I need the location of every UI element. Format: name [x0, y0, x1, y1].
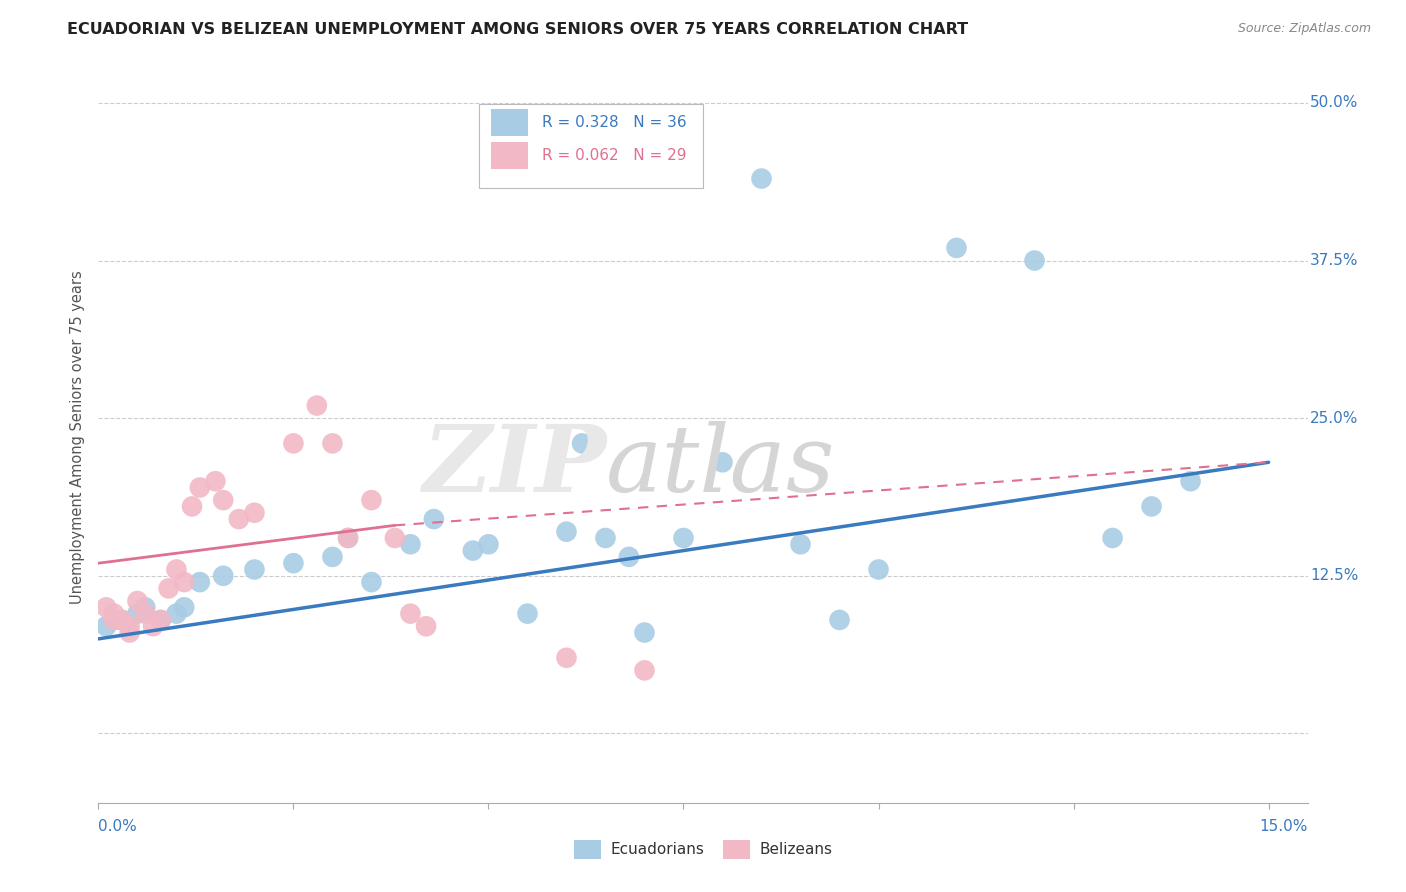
- FancyBboxPatch shape: [492, 142, 527, 169]
- Point: [111, 613, 134, 627]
- Point: [127, 607, 149, 621]
- Point: [127, 594, 149, 608]
- Point: [415, 619, 437, 633]
- Point: [173, 575, 195, 590]
- Point: [165, 607, 187, 621]
- Point: [142, 619, 165, 633]
- Point: [1101, 531, 1123, 545]
- Point: [828, 613, 851, 627]
- Text: 50.0%: 50.0%: [1310, 95, 1358, 111]
- Point: [204, 474, 226, 488]
- Text: 15.0%: 15.0%: [1260, 819, 1308, 834]
- Point: [243, 506, 266, 520]
- Point: [149, 613, 172, 627]
- Point: [337, 531, 360, 545]
- Point: [103, 613, 125, 627]
- Point: [134, 607, 156, 621]
- Point: [188, 481, 211, 495]
- Point: [399, 607, 422, 621]
- FancyBboxPatch shape: [479, 104, 703, 188]
- Point: [337, 531, 360, 545]
- Point: [384, 531, 406, 545]
- Point: [571, 436, 593, 450]
- Point: [283, 436, 305, 450]
- Text: ZIP: ZIP: [422, 421, 606, 511]
- Point: [118, 625, 141, 640]
- Text: 37.5%: 37.5%: [1310, 253, 1358, 268]
- Point: [461, 543, 484, 558]
- Point: [711, 455, 734, 469]
- Point: [134, 600, 156, 615]
- Text: R = 0.328   N = 36: R = 0.328 N = 36: [543, 115, 686, 130]
- Point: [96, 600, 118, 615]
- Point: [751, 171, 773, 186]
- Point: [181, 500, 204, 514]
- Text: ECUADORIAN VS BELIZEAN UNEMPLOYMENT AMONG SENIORS OVER 75 YEARS CORRELATION CHAR: ECUADORIAN VS BELIZEAN UNEMPLOYMENT AMON…: [67, 22, 969, 37]
- Point: [672, 531, 695, 545]
- Text: 0.0%: 0.0%: [98, 819, 138, 834]
- Point: [173, 600, 195, 615]
- Y-axis label: Unemployment Among Seniors over 75 years: Unemployment Among Seniors over 75 years: [70, 270, 86, 604]
- Point: [321, 436, 343, 450]
- Point: [228, 512, 250, 526]
- Point: [212, 569, 235, 583]
- Point: [212, 493, 235, 508]
- Point: [789, 537, 811, 551]
- Point: [360, 575, 382, 590]
- Point: [360, 493, 382, 508]
- Point: [477, 537, 499, 551]
- Point: [555, 524, 578, 539]
- Point: [555, 650, 578, 665]
- Point: [633, 664, 655, 678]
- Point: [868, 562, 890, 576]
- Point: [305, 399, 328, 413]
- Point: [423, 512, 446, 526]
- Point: [595, 531, 617, 545]
- Legend: Ecuadorians, Belizeans: Ecuadorians, Belizeans: [568, 834, 838, 864]
- Point: [103, 607, 125, 621]
- Point: [149, 613, 172, 627]
- Point: [157, 582, 180, 596]
- Text: 25.0%: 25.0%: [1310, 410, 1358, 425]
- Point: [321, 549, 343, 564]
- Point: [1024, 253, 1046, 268]
- Point: [617, 549, 640, 564]
- Point: [399, 537, 422, 551]
- Point: [188, 575, 211, 590]
- Text: atlas: atlas: [606, 421, 835, 511]
- Point: [516, 607, 538, 621]
- Point: [633, 625, 655, 640]
- Point: [945, 241, 967, 255]
- Point: [111, 613, 134, 627]
- Point: [103, 613, 125, 627]
- FancyBboxPatch shape: [492, 109, 527, 136]
- Point: [283, 556, 305, 570]
- Point: [243, 562, 266, 576]
- Point: [1140, 500, 1163, 514]
- Point: [96, 619, 118, 633]
- Point: [1180, 474, 1202, 488]
- Point: [165, 562, 187, 576]
- Text: R = 0.062   N = 29: R = 0.062 N = 29: [543, 148, 686, 163]
- Text: 12.5%: 12.5%: [1310, 568, 1358, 583]
- Text: Source: ZipAtlas.com: Source: ZipAtlas.com: [1237, 22, 1371, 36]
- Point: [118, 619, 141, 633]
